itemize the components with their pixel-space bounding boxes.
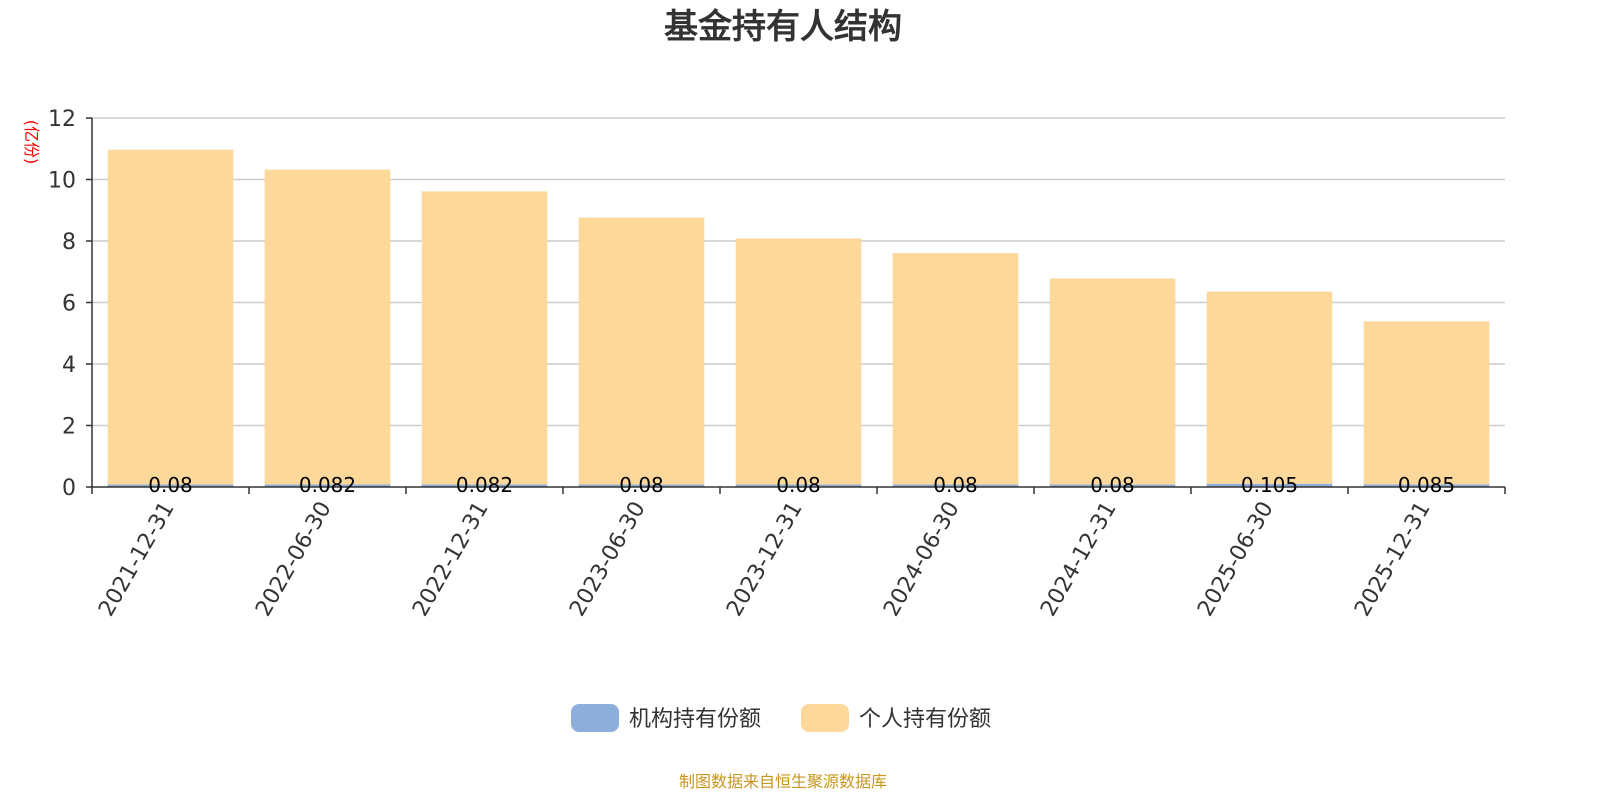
bar-institution[interactable] [264,484,391,487]
y-tick-label: 8 [62,230,76,255]
x-tick-label: 2023-12-31 [722,498,808,621]
x-tick-label: 2025-12-31 [1350,498,1436,621]
source-note: 制图数据来自恒生聚源数据库 [679,772,887,791]
y-tick-label: 2 [62,415,76,440]
x-tick-label: 2025-06-30 [1193,498,1279,621]
bar-institution[interactable] [1049,484,1176,487]
data-label: 0.08 [619,473,664,497]
bar-institution[interactable] [892,484,1019,487]
x-tick-label: 2022-06-30 [251,498,337,621]
data-label: 0.08 [933,473,978,497]
bar-institution[interactable] [735,484,862,487]
data-label: 0.105 [1241,473,1298,497]
bar-individual[interactable] [264,169,391,485]
data-label: 0.085 [1398,473,1455,497]
legend-swatch[interactable] [801,704,849,732]
bar-individual[interactable] [578,217,705,485]
y-axis-unit-label: (亿份) [22,120,41,165]
bars [107,149,1490,487]
bar-individual[interactable] [892,252,1019,485]
bar-individual[interactable] [107,149,234,485]
bar-individual[interactable] [1049,278,1176,485]
bar-institution[interactable] [1363,484,1490,487]
bar-institution[interactable] [421,484,548,487]
y-tick-label: 0 [62,476,76,501]
x-tick-label: 2023-06-30 [565,498,651,621]
legend-label[interactable]: 机构持有份额 [629,707,761,732]
chart-title: 基金持有人结构 [664,7,902,47]
x-tick-label: 2024-12-31 [1036,498,1122,621]
y-tick-label: 10 [48,169,76,194]
bar-institution[interactable] [1206,483,1333,487]
bar-individual[interactable] [421,191,548,485]
y-tick-label: 4 [62,353,76,378]
data-label: 0.082 [299,473,356,497]
bar-individual[interactable] [735,238,862,485]
bar-institution[interactable] [578,484,705,487]
bar-individual[interactable] [1206,291,1333,484]
data-labels: 0.08 0.082 0.082 0.08 0.08 0.08 0.08 0.105 0.085 [148,473,1455,497]
data-label: 0.08 [1090,473,1135,497]
y-tick-label: 12 [48,107,76,132]
legend[interactable]: 机构持有份额 个人持有份额 [571,704,991,732]
y-tick-label: 6 [62,292,76,317]
data-label: 0.08 [776,473,821,497]
x-tick-label: 2022-12-31 [408,498,494,621]
bar-institution[interactable] [107,484,234,487]
legend-label[interactable]: 个人持有份额 [859,707,991,732]
bar-individual[interactable] [1363,321,1490,485]
data-label: 0.08 [148,473,193,497]
legend-swatch[interactable] [571,704,619,732]
data-label: 0.082 [456,473,513,497]
x-tick-label: 2021-12-31 [94,498,180,621]
x-tick-label: 2024-06-30 [879,498,965,621]
